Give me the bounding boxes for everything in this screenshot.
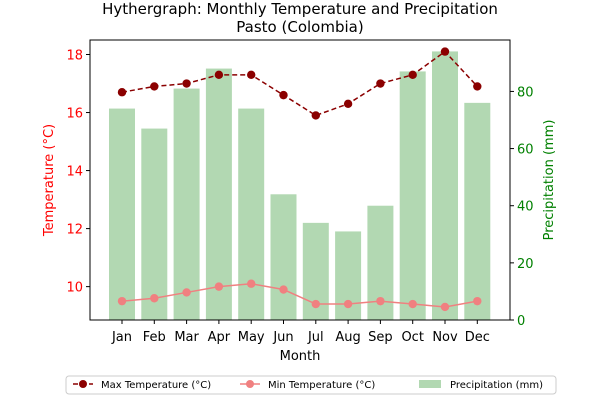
left-tick-label: 16: [66, 107, 83, 122]
min-temp-point-oct: [408, 299, 417, 309]
min-temp-point-jul: [311, 299, 320, 309]
legend: Max Temperature (°C) Min Temperature (°C…: [65, 375, 557, 395]
max-temp-point-nov: [440, 47, 450, 56]
x-tick-label-jul: Jul: [307, 330, 324, 345]
x-tick-label-oct: Oct: [401, 330, 423, 345]
chart-subtitle: Pasto (Colombia): [236, 18, 363, 36]
precip-bar-jan: [109, 108, 135, 320]
max-temp-point-jul: [311, 111, 320, 120]
x-tick-label-apr: Apr: [208, 330, 231, 345]
max-temp-point-jun: [279, 90, 288, 100]
min-temp-point-dec: [473, 296, 482, 306]
precip-bar-oct: [399, 71, 426, 320]
x-tick-label-jun: Jun: [272, 330, 293, 345]
left-tick-label: 14: [66, 165, 83, 180]
right-axis-label: Precipitation (mm): [542, 120, 557, 241]
legend-min-temp-marker: [246, 380, 254, 388]
left-axis-label: Temperature (°C): [42, 124, 57, 237]
chart-title: Hythergraph: Monthly Temperature and Pre…: [102, 0, 498, 18]
precip-bar-mar: [173, 88, 200, 320]
x-tick-label-sep: Sep: [368, 330, 393, 345]
legend-max-temp-marker: [79, 380, 87, 388]
precip-bar-apr: [205, 68, 232, 320]
right-tick-label: 40: [517, 200, 534, 215]
legend-precip-swatch: [419, 380, 441, 388]
precip-bar-feb: [141, 128, 168, 320]
max-temp-point-sep: [376, 79, 385, 88]
precip-bar-dec: [464, 102, 491, 320]
x-tick-label-dec: Dec: [465, 330, 490, 345]
x-tick-label-nov: Nov: [432, 330, 458, 345]
legend-min-temp-label: Min Temperature (°C): [268, 380, 375, 391]
max-temp-point-mar: [182, 79, 191, 88]
max-temp-point-oct: [408, 70, 417, 80]
precip-bar-may: [238, 108, 265, 320]
left-tick-label: 18: [66, 49, 83, 64]
min-temp-point-jan: [117, 296, 127, 306]
right-tick-label: 60: [517, 143, 534, 158]
min-temp-line: [121, 282, 478, 308]
left-tick-label: 10: [66, 281, 83, 296]
min-temp-point-aug: [343, 299, 353, 309]
right-tick-label: 0: [517, 314, 525, 329]
right-axis-ticks: 0 20 40 60 80: [510, 85, 534, 329]
min-temp-point-jun: [279, 285, 288, 294]
temperature-lines: [117, 47, 482, 312]
right-tick-label: 20: [517, 257, 534, 272]
left-tick-label: 12: [66, 223, 83, 238]
x-axis-ticks: Jan Feb Mar Apr May Jun Jul Aug Sep Oct Nov Dec: [111, 320, 490, 345]
x-tick-label-aug: Aug: [335, 330, 360, 345]
max-temp-point-aug: [343, 99, 353, 109]
precip-bar-nov: [432, 51, 458, 321]
min-temp-point-apr: [214, 282, 224, 291]
min-temp-point-may: [247, 279, 256, 288]
max-temp-point-feb: [150, 82, 159, 91]
legend-max-temp-label: Max Temperature (°C): [101, 380, 211, 391]
max-temp-point-dec: [473, 82, 482, 91]
max-temp-point-may: [247, 70, 256, 80]
max-temp-point-apr: [214, 70, 224, 80]
x-tick-label-jan: Jan: [111, 330, 132, 345]
min-temp-point-feb: [150, 294, 159, 303]
x-axis-label: Month: [280, 349, 321, 364]
min-temp-point-sep: [376, 296, 385, 306]
plot-frame: [89, 39, 511, 321]
left-axis-ticks: 10 12 14 16 18: [66, 49, 90, 296]
legend-precip-label: Precipitation (mm): [450, 380, 543, 391]
right-tick-label: 80: [517, 85, 534, 100]
precip-bar-jun: [270, 194, 297, 320]
precipitation-bars: [109, 51, 491, 321]
min-temp-point-nov: [440, 302, 450, 312]
x-tick-label-mar: Mar: [174, 330, 199, 345]
x-tick-label-feb: Feb: [143, 330, 166, 345]
max-temp-line: [121, 50, 478, 117]
x-tick-label-may: May: [238, 330, 265, 345]
max-temp-point-jan: [117, 88, 127, 97]
min-temp-point-mar: [182, 288, 191, 297]
